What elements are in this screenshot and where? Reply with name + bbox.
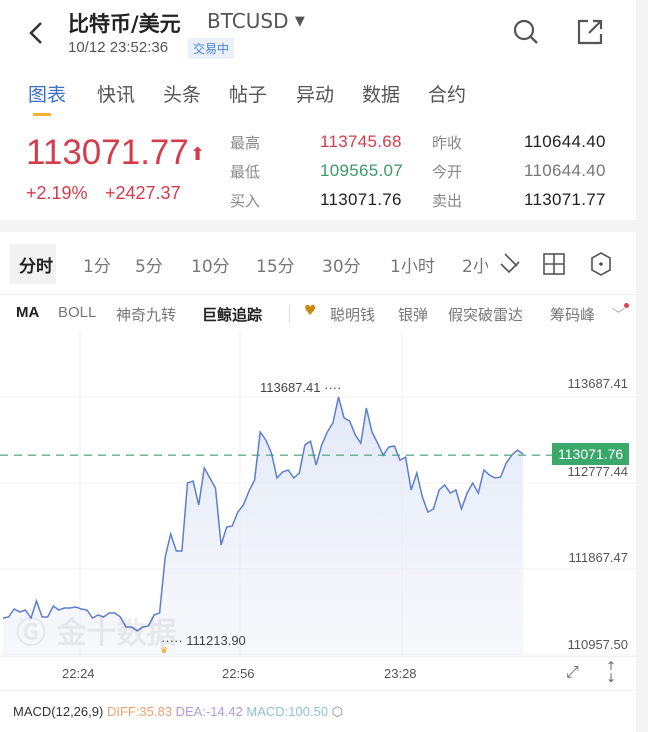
y-tick: 113687.41: [567, 376, 629, 391]
period-1h[interactable]: 1小时: [390, 257, 435, 277]
price-line: [2, 396, 524, 632]
current-price-tag: 113071.76: [552, 443, 630, 465]
up-arrow-icon: ⬆: [190, 144, 206, 165]
indicator-boll[interactable]: BOLL: [58, 304, 97, 321]
price-chart[interactable]: [0, 330, 636, 660]
bid-label: 买入: [230, 192, 261, 210]
ask-label: 卖出: [432, 192, 463, 210]
tab-movements[interactable]: 异动: [296, 84, 335, 106]
diamond-icon: ♥: [304, 303, 317, 319]
notification-dot: [624, 303, 629, 308]
divider: [289, 305, 290, 323]
divider: [0, 690, 636, 691]
symbol-selector[interactable]: BTCUSD ▼: [207, 9, 305, 33]
change-percent: +2.19%: [26, 183, 88, 203]
dropdown-icon: ▼: [294, 14, 305, 29]
search-icon[interactable]: [512, 18, 540, 46]
vertical-scale-icon[interactable]: ↑ ↓: [606, 659, 617, 685]
last-price: 113071.77: [26, 133, 189, 172]
indicator-ma[interactable]: MA: [16, 304, 40, 321]
symbol-label: BTCUSD: [207, 9, 289, 33]
bid-value: 113071.76: [320, 190, 402, 209]
period-5m[interactable]: 5分: [135, 257, 163, 277]
high-value: 113745.68: [320, 132, 402, 151]
quote-header: 比特币/美元 BTCUSD ▼ 10/12 23:52:36 交易中 图表 快讯…: [0, 0, 636, 220]
indicator-td9[interactable]: 神奇九转: [116, 306, 177, 324]
indicator-false-breakout[interactable]: 假突破雷达: [448, 306, 524, 324]
period-selected-bg: [10, 244, 56, 284]
period-10m[interactable]: 10分: [191, 257, 230, 277]
y-tick: 110957.50: [567, 637, 629, 652]
settings-hexagon-icon[interactable]: [589, 251, 613, 277]
page-title: 比特币/美元: [68, 12, 181, 36]
crown-marker-icon: ♛: [160, 646, 169, 656]
tab-data[interactable]: 数据: [362, 84, 401, 106]
tab-news[interactable]: 快讯: [97, 84, 136, 106]
indicator-smart-money[interactable]: 聪明钱: [330, 306, 376, 324]
x-tick: 23:28: [384, 666, 417, 681]
prev-close-value: 110644.40: [524, 132, 606, 151]
back-icon[interactable]: [26, 20, 46, 46]
period-timeshare[interactable]: 分时: [19, 257, 53, 277]
open-value: 110644.40: [524, 161, 606, 180]
expand-chevron-icon[interactable]: ﹀: [612, 308, 626, 323]
y-tick: 112777.44: [567, 464, 629, 479]
min-price-annotation: ····· 111213.90: [161, 633, 246, 648]
x-tick: 22:56: [222, 666, 255, 681]
period-15m[interactable]: 15分: [256, 257, 295, 277]
period-30m[interactable]: 30分: [322, 257, 361, 277]
change-amount: +2427.37: [105, 183, 181, 203]
high-label: 最高: [230, 134, 261, 152]
share-icon[interactable]: [576, 18, 604, 46]
low-label: 最低: [230, 163, 261, 181]
macd-diff: DIFF:35.83: [106, 704, 172, 719]
macd-settings-icon[interactable]: ⬡: [331, 704, 344, 719]
draw-tool-icon[interactable]: [497, 250, 523, 278]
min-price-label: 111213.90: [186, 633, 246, 648]
macd-label: MACD(12,26,9): [13, 704, 104, 719]
open-label: 今开: [432, 163, 463, 181]
tab-headlines[interactable]: 头条: [163, 84, 202, 106]
layout-grid-icon[interactable]: [542, 252, 566, 276]
low-value: 109565.07: [320, 161, 404, 180]
active-tab-indicator: [33, 113, 51, 116]
tab-posts[interactable]: 帖子: [229, 84, 268, 106]
divider: [0, 294, 636, 295]
indicator-whale[interactable]: 巨鲸追踪: [202, 306, 263, 324]
period-1m[interactable]: 1分: [83, 257, 111, 277]
watermark-logo: Ⓖ 金十数据: [16, 616, 177, 651]
x-tick: 22:24: [62, 666, 95, 681]
period-2h[interactable]: 2小: [462, 257, 488, 277]
indicator-chip-peak[interactable]: 筹码峰: [550, 306, 596, 324]
macd-value: MACD:100.50: [246, 704, 329, 719]
y-tick: 111867.47: [568, 550, 628, 565]
watermark-text: 金十数据: [56, 616, 177, 651]
status-badge: 交易中: [188, 38, 235, 59]
tab-contracts[interactable]: 合约: [428, 84, 467, 106]
max-price-label: 113687.41: [260, 380, 321, 395]
fullscreen-icon[interactable]: ⤢: [566, 662, 579, 681]
max-price-annotation: 113687.41 ····: [260, 380, 342, 395]
indicator-silver-bullet[interactable]: 银弹: [398, 306, 429, 324]
prev-close-label: 昨收: [432, 134, 463, 152]
price-area-fill: [3, 397, 523, 655]
tab-chart[interactable]: 图表: [28, 84, 67, 106]
divider: [0, 656, 636, 657]
ask-value: 113071.77: [524, 190, 606, 209]
macd-legend: MACD(12,26,9) DIFF:35.83 DEA:-14.42 MACD…: [13, 704, 343, 720]
macd-dea: DEA:-14.42: [175, 704, 243, 719]
datetime: 10/12 23:52:36: [68, 39, 169, 56]
